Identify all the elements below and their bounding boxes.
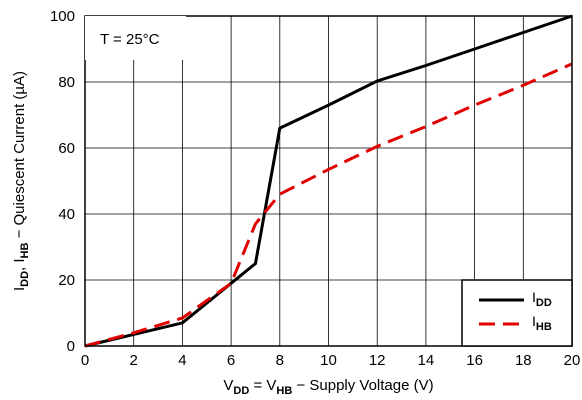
y-tick-label: 20 <box>58 272 75 289</box>
series-line-hb <box>84 62 573 348</box>
y-tick-label: 0 <box>67 338 75 355</box>
y-tick-label: 100 <box>50 8 75 25</box>
label-text: − Supply Voltage (V) <box>292 377 433 394</box>
temperature-annotation: T = 25°C <box>100 31 160 48</box>
label-text: − Quiescent Current (µA) <box>11 71 28 243</box>
label-text: , I <box>11 258 28 271</box>
label-text: I <box>532 313 536 329</box>
legend-label-hb: IHB <box>532 313 552 333</box>
y-tick-label: 40 <box>58 206 75 223</box>
x-tick-label: 16 <box>466 352 483 369</box>
x-tick-label: 6 <box>227 352 235 369</box>
x-tick-label: 20 <box>564 352 581 369</box>
label-text: = V <box>249 377 276 394</box>
subscript-text: DD <box>536 297 552 309</box>
legend-box <box>461 279 573 347</box>
subscript-text: HB <box>19 243 31 259</box>
series-lines <box>84 14 573 348</box>
legend-label-dd: IDD <box>532 289 552 309</box>
x-tick-label: 0 <box>81 352 89 369</box>
x-tick-label: 4 <box>178 352 186 369</box>
series-line-dd <box>84 14 573 348</box>
x-tick-label: 2 <box>130 352 138 369</box>
x-tick-label: 12 <box>369 352 386 369</box>
subscript-text: HB <box>276 385 292 397</box>
subscript-text: HB <box>536 321 552 333</box>
annotation-background <box>85 16 186 60</box>
subscript-text: DD <box>233 385 249 397</box>
x-tick-label: 18 <box>515 352 532 369</box>
label-text: I <box>532 289 536 305</box>
label-text: I <box>11 287 28 291</box>
plot-frame <box>84 15 573 347</box>
annotation-box: T = 25°C <box>85 16 186 60</box>
label-text: V <box>223 377 233 394</box>
x-tick-label: 10 <box>320 352 337 369</box>
y-axis-title: IDD, IHB − Quiescent Current (µA) <box>11 71 31 291</box>
x-tick-label: 14 <box>418 352 435 369</box>
x-axis-title: VDD = VHB − Supply Voltage (V) <box>223 377 433 397</box>
y-tick-label: 80 <box>58 74 75 91</box>
x-tick-label: 8 <box>276 352 284 369</box>
subscript-text: DD <box>19 271 31 287</box>
y-tick-label: 60 <box>58 140 75 157</box>
